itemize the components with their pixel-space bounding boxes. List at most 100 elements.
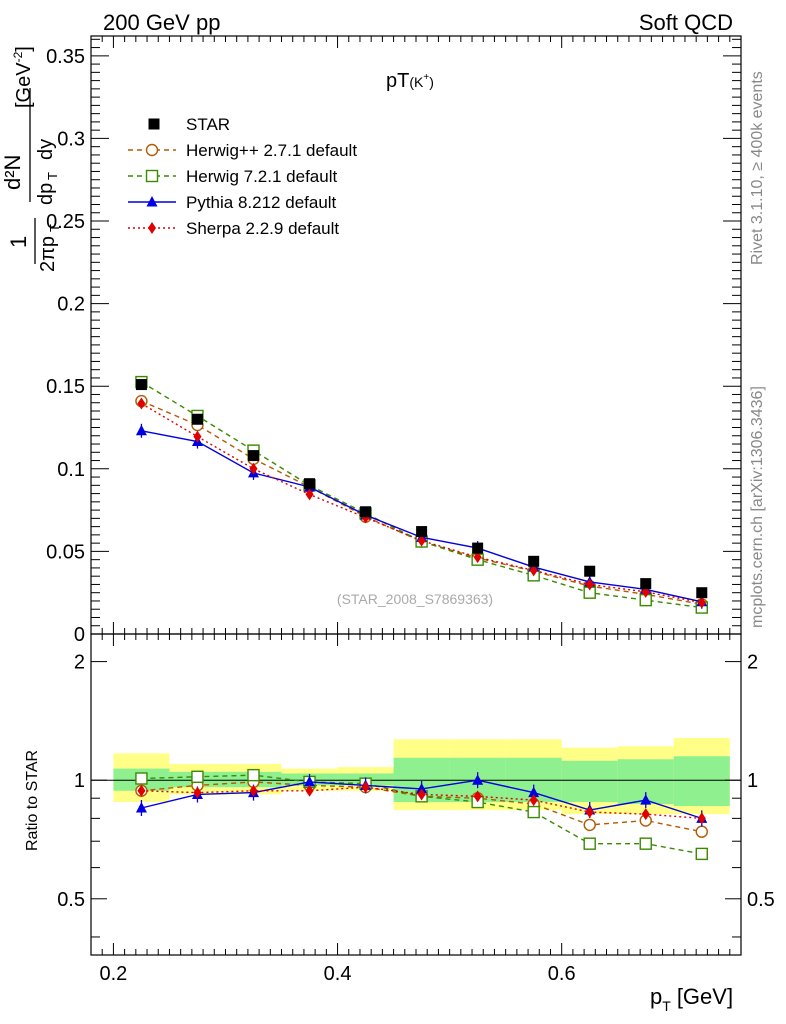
- ratio-y-tick-label-right: 2: [747, 652, 758, 674]
- y-tick-label: 0.25: [46, 211, 85, 233]
- ratio-point-herwig-7-2-1-default: [247, 768, 260, 782]
- legend-label-herwig-7-2-1-default: Herwig 7.2.1 default: [186, 167, 337, 186]
- legend-label-star: STAR: [186, 115, 230, 134]
- y-tick-label: 0.35: [46, 46, 85, 68]
- ratio-point-herwig-7-2-1-default: [583, 837, 596, 850]
- y-tick-label: 0.3: [57, 128, 85, 150]
- rivet-label: Rivet 3.1.10, ≥ 400k events: [749, 71, 766, 265]
- ratio-y-tick-label-right: 0.5: [747, 889, 775, 911]
- x-axis-label: pT [GeV]: [650, 984, 733, 1014]
- x-tick-label: 0.6: [548, 963, 576, 985]
- legend-label-pythia-8-212-default: Pythia 8.212 default: [186, 193, 337, 212]
- ratio-point-pythia-8-212-default: [472, 774, 484, 785]
- y-tick-label: 0.2: [57, 294, 85, 316]
- data-point-sherpa-2-2-9-default: [697, 596, 706, 609]
- data-point-sherpa-2-2-9-default: [193, 430, 202, 443]
- main-plot: [135, 375, 708, 614]
- legend: STAR Herwig++ 2.7.1 default Herwig 7.2.1 d…: [128, 115, 357, 238]
- y-tick-label: 0: [74, 624, 85, 646]
- ratio-point-pythia-8-212-default: [528, 786, 540, 798]
- ratio-point-pythia-8-212-default: [640, 794, 652, 805]
- data-point-sherpa-2-2-9-default: [249, 462, 258, 475]
- series-line-herwig-7-2-1-default: [141, 381, 702, 609]
- svg-text:dy: dy: [35, 139, 57, 160]
- ratio-y-tick-label: 2: [74, 652, 85, 674]
- ratio-point-pythia-8-212-default: [135, 802, 147, 813]
- y-tick-label: 0.05: [46, 541, 85, 563]
- ratio-band-green: [673, 756, 730, 806]
- ratio-point-herwig-7-2-1-default: [695, 847, 708, 861]
- ratio-point-sherpa-2-2-9-default: [249, 784, 258, 797]
- data-point-star: [416, 526, 428, 538]
- data-point-sherpa-2-2-9-default: [529, 564, 538, 577]
- series-line-herwig-2-7-1-default: [141, 400, 702, 605]
- ratio-point-sherpa-2-2-9-default: [137, 784, 146, 797]
- x-tick-label: 0.4: [324, 963, 352, 985]
- legend-label-sherpa-2-2-9-default: Sherpa 2.2.9 default: [186, 219, 339, 238]
- data-point-star: [135, 379, 147, 391]
- legend-marker-sherpa-2-2-9-default: [148, 222, 156, 234]
- ratio-point-herwig-7-2-1-default: [527, 805, 540, 819]
- data-point-star: [584, 565, 596, 577]
- ratio-point-sherpa-2-2-9-default: [641, 808, 650, 821]
- data-point-star: [696, 587, 708, 599]
- data-point-sherpa-2-2-9-default: [137, 397, 146, 410]
- ratio-y-tick-label: 0.5: [57, 889, 85, 911]
- svg-text:2πp: 2πp: [37, 236, 59, 272]
- ratio-point-pythia-8-212-default: [304, 775, 316, 787]
- legend-marker-herwig-2-7-1-default: [145, 143, 159, 157]
- y-axis-unit: [GeV-2]: [11, 46, 35, 108]
- data-point-star: [191, 413, 203, 425]
- ratio-point-herwig-7-2-1-default: [639, 837, 652, 850]
- data-point-star: [640, 578, 652, 590]
- svg-text:dp: dp: [35, 183, 57, 205]
- svg-text:T: T: [47, 224, 62, 232]
- ratio-point-herwig-7-2-1-default: [135, 772, 148, 785]
- svg-text:d²N: d²N: [0, 155, 25, 190]
- mcplots-label: mcplots.cern.ch [arXiv:1306.3436]: [749, 386, 766, 628]
- data-point-sherpa-2-2-9-default: [305, 488, 314, 501]
- ratio-point-herwig-7-2-1-default: [191, 770, 204, 784]
- ratio-point-pythia-8-212-default: [416, 782, 428, 794]
- axes: 0.2 0.4 0.6 0 0.05 0.1 0.15 0.2 0.25 0.3 0.35 0.5 0.…: [46, 35, 775, 985]
- y-axis-label: 1 2πp T d²N dp T dy [GeV-2]: [0, 46, 62, 272]
- data-point-pythia-8-212-default: [135, 424, 147, 436]
- legend-marker-pythia-8-212-default: [146, 196, 158, 207]
- y-tick-label: 0.1: [57, 459, 85, 481]
- ratio-point-sherpa-2-2-9-default: [417, 788, 426, 801]
- legend-marker-herwig-7-2-1-default: [145, 169, 159, 183]
- legend-label-herwig-2-7-1-default: Herwig++ 2.7.1 default: [186, 141, 357, 160]
- data-point-sherpa-2-2-9-default: [585, 578, 594, 591]
- data-point-star: [528, 555, 540, 567]
- ratio-y-label: Ratio to STAR: [24, 750, 41, 851]
- data-point-sherpa-2-2-9-default: [417, 534, 426, 547]
- chart-title: pT(K+): [386, 70, 434, 92]
- ratio-point-sherpa-2-2-9-default: [697, 812, 706, 825]
- data-point-sherpa-2-2-9-default: [473, 551, 482, 564]
- ratio-y-tick-label-right: 1: [747, 770, 758, 792]
- ratio-point-sherpa-2-2-9-default: [585, 806, 594, 819]
- ratio-point-herwig-2-7-1-default: [583, 818, 596, 832]
- ratio-point-herwig-2-7-1-default: [695, 825, 708, 838]
- header-left: 200 GeV pp: [103, 10, 220, 35]
- data-point-star: [472, 542, 484, 554]
- ratio-point-sherpa-2-2-9-default: [361, 781, 370, 794]
- ratio-point-sherpa-2-2-9-default: [193, 786, 202, 799]
- header-right: Soft QCD: [639, 10, 733, 35]
- legend-marker-star: [148, 118, 160, 130]
- data-point-star: [360, 506, 372, 518]
- ratio-plot: [91, 737, 741, 861]
- y-tick-label: 0.15: [46, 376, 85, 398]
- x-tick-label: 0.2: [100, 963, 128, 985]
- ratio-band-green: [561, 760, 618, 803]
- ratio-point-sherpa-2-2-9-default: [529, 794, 538, 807]
- series-line-pythia-8-212-default: [141, 430, 702, 603]
- ratio-y-tick-label: 1: [74, 770, 85, 792]
- ratio-point-sherpa-2-2-9-default: [473, 790, 482, 803]
- svg-text:1: 1: [6, 236, 31, 248]
- ratio-point-sherpa-2-2-9-default: [305, 784, 314, 797]
- data-point-star: [248, 450, 259, 462]
- analysis-watermark: (STAR_2008_S7869363): [337, 591, 493, 607]
- svg-text:T: T: [45, 172, 60, 180]
